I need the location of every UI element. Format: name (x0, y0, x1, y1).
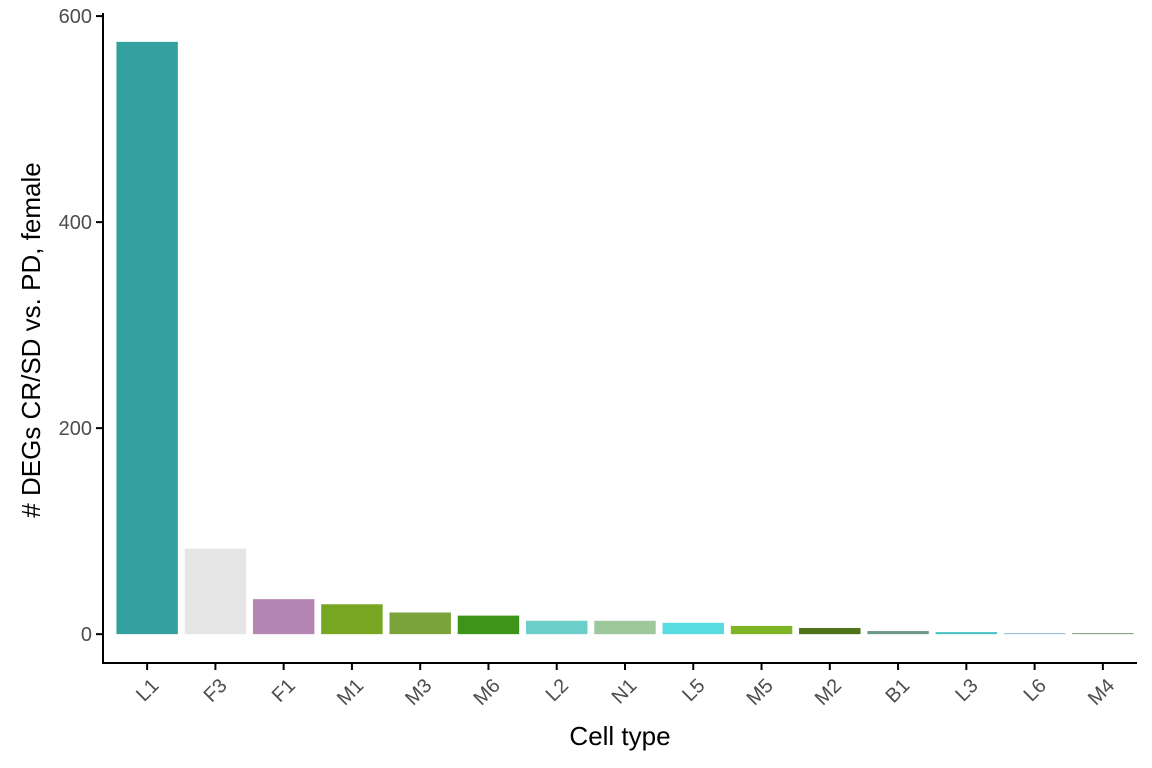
y-axis-title: # DEGs CR/SD vs. PD, female (16, 162, 46, 517)
y-tick-label: 400 (59, 212, 92, 234)
x-tick-label-m6: M6 (470, 675, 505, 710)
x-tick-label-l6: L6 (1020, 675, 1051, 706)
bar-l3 (935, 632, 998, 635)
bar-m3 (389, 612, 451, 635)
bar-f3 (184, 548, 247, 635)
bar-m6 (457, 615, 520, 635)
x-tick-label-l2: L2 (542, 675, 573, 706)
x-tick-label-m5: M5 (743, 675, 778, 710)
x-axis-title: Cell type (569, 721, 670, 751)
x-tick-label-f3: F3 (200, 675, 232, 707)
x-ticks-group: L1 F3 F1 M1 M3 M6 L2 N1 L5 M5 M2 B1 L3 L6 M4 (132, 663, 1119, 710)
bar-m4 (1072, 633, 1134, 635)
bar-l5 (662, 622, 724, 635)
y-tick-label: 200 (59, 418, 92, 440)
x-tick-label-l1: L1 (132, 675, 163, 706)
x-tick-label-l3: L3 (951, 675, 982, 706)
x-tick-label-n1: N1 (608, 675, 642, 709)
bar-l1 (116, 41, 178, 635)
x-tick-label-m1: M1 (333, 675, 368, 710)
bar-l6 (1003, 633, 1066, 635)
x-tick-label-l5: L5 (678, 675, 709, 706)
bar-m5 (730, 625, 793, 635)
bar-m2 (799, 627, 861, 635)
bar-m1 (321, 604, 383, 635)
bar-b1 (867, 631, 929, 635)
x-tick-label-m3: M3 (401, 675, 436, 710)
y-tick-label: 600 (59, 6, 92, 28)
y-tick-label: 0 (81, 624, 92, 646)
bar-f1 (252, 599, 315, 635)
x-tick-label-m4: M4 (1084, 675, 1119, 710)
y-ticks-group: 0 200 400 600 (59, 6, 103, 646)
bar-n1 (594, 620, 656, 635)
x-tick-label-b1: B1 (881, 675, 914, 708)
x-tick-label-f1: F1 (268, 675, 300, 707)
bars-group (116, 41, 1134, 635)
x-tick-label-m2: M2 (811, 675, 846, 710)
bar-l2 (526, 620, 588, 635)
